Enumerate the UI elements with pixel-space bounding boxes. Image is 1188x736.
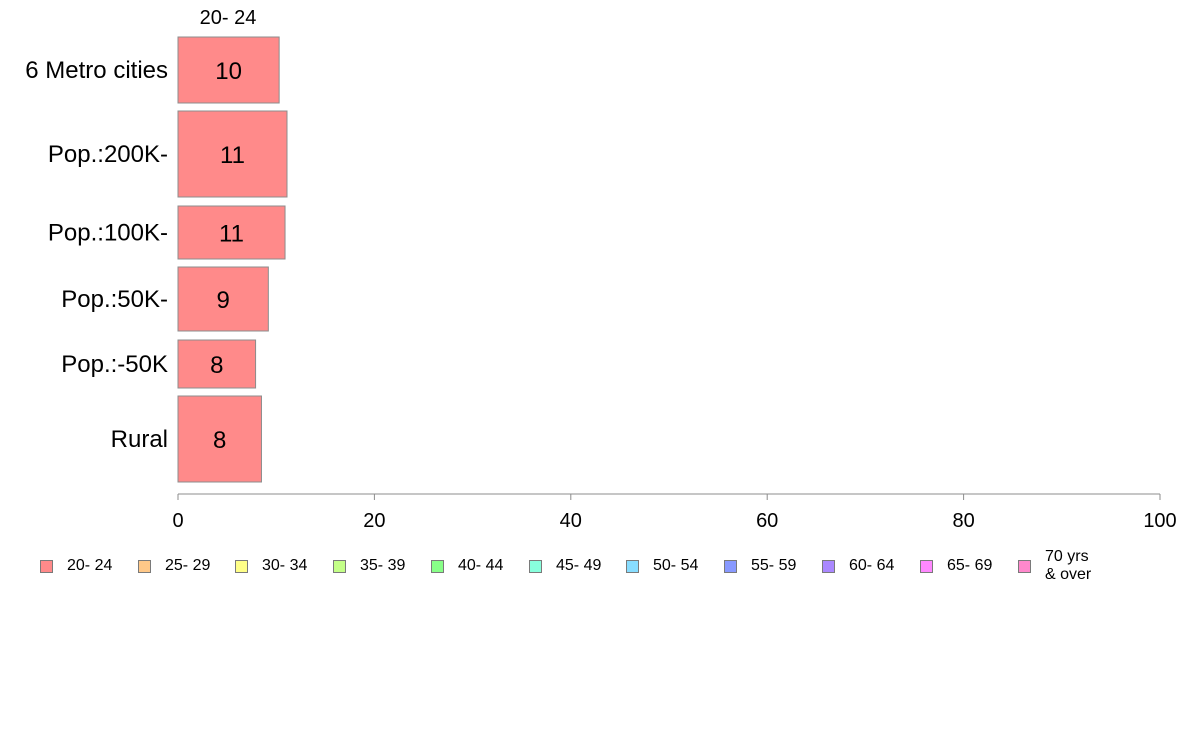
legend-label: 55- 59 bbox=[751, 557, 797, 574]
legend-label: 45- 49 bbox=[556, 557, 602, 574]
legend-swatch bbox=[529, 559, 542, 573]
legend-label: 50- 54 bbox=[653, 557, 699, 574]
legend-label: 70 yrs & over bbox=[1045, 548, 1092, 583]
x-tick-label: 0 bbox=[172, 510, 183, 532]
bar-data-label: 10 bbox=[215, 58, 242, 85]
legend-item: 60- 64 bbox=[822, 557, 920, 575]
category-label: Pop.:-50K bbox=[61, 351, 168, 378]
legend-swatch bbox=[626, 559, 639, 573]
legend-item: 45- 49 bbox=[529, 557, 626, 575]
legend-item: 70 yrs & over bbox=[1018, 548, 1098, 584]
bar-data-label: 11 bbox=[219, 221, 244, 248]
legend: 20- 24 25- 29 30- 34 35- 39 40- 44 45- 49 50- … bbox=[40, 546, 1098, 586]
legend-label: 25- 29 bbox=[165, 557, 211, 574]
legend-item: 35- 39 bbox=[333, 557, 431, 575]
x-tick-label: 60 bbox=[756, 510, 778, 532]
legend-item: 50- 54 bbox=[626, 557, 724, 575]
category-label: Rural bbox=[111, 426, 168, 453]
category-label: 6 Metro cities bbox=[25, 57, 168, 84]
legend-item: 25- 29 bbox=[138, 557, 235, 575]
bar-data-label: 9 bbox=[216, 287, 229, 314]
legend-item: 65- 69 bbox=[920, 557, 1018, 575]
bar bbox=[177, 339, 257, 389]
legend-swatch bbox=[138, 559, 151, 573]
x-tick-label: 40 bbox=[560, 510, 582, 532]
bar bbox=[177, 395, 262, 483]
bar bbox=[177, 266, 269, 332]
x-tick-label: 100 bbox=[1143, 510, 1176, 532]
legend-item: 30- 34 bbox=[235, 557, 333, 575]
x-tick-label: 80 bbox=[952, 510, 974, 532]
category-label: Pop.:100K- bbox=[48, 220, 168, 247]
bar bbox=[177, 110, 288, 198]
legend-label: 30- 34 bbox=[262, 557, 308, 574]
legend-label: 35- 39 bbox=[360, 557, 406, 574]
series-heading: 20- 24 bbox=[200, 7, 257, 29]
bar bbox=[177, 36, 280, 104]
legend-label: 40- 44 bbox=[458, 557, 504, 574]
legend-item: 20- 24 bbox=[40, 557, 138, 575]
legend-swatch bbox=[333, 559, 346, 573]
legend-swatch bbox=[431, 559, 444, 573]
legend-swatch bbox=[235, 559, 248, 573]
bar-data-label: 8 bbox=[210, 352, 223, 379]
legend-item: 40- 44 bbox=[431, 557, 529, 575]
x-tick-label: 20 bbox=[363, 510, 385, 532]
legend-swatch bbox=[822, 559, 835, 573]
category-label: Pop.:200K- bbox=[48, 141, 168, 168]
legend-swatch bbox=[724, 559, 737, 573]
chart-area: 20- 24 6 Metro cities 10 Pop.:200K- 11 Pop.:1… bbox=[25, 7, 1176, 532]
legend-label: 60- 64 bbox=[849, 557, 895, 574]
legend-swatch bbox=[1018, 559, 1031, 573]
legend-swatch bbox=[40, 559, 53, 573]
legend-swatch bbox=[920, 559, 933, 573]
bar-data-label: 8 bbox=[213, 427, 226, 454]
bar-data-label: 11 bbox=[220, 142, 245, 169]
bar bbox=[177, 205, 286, 260]
legend-label: 65- 69 bbox=[947, 557, 993, 574]
category-label: Pop.:50K- bbox=[61, 286, 168, 313]
legend-label: 20- 24 bbox=[67, 557, 113, 574]
legend-item: 55- 59 bbox=[724, 557, 822, 575]
